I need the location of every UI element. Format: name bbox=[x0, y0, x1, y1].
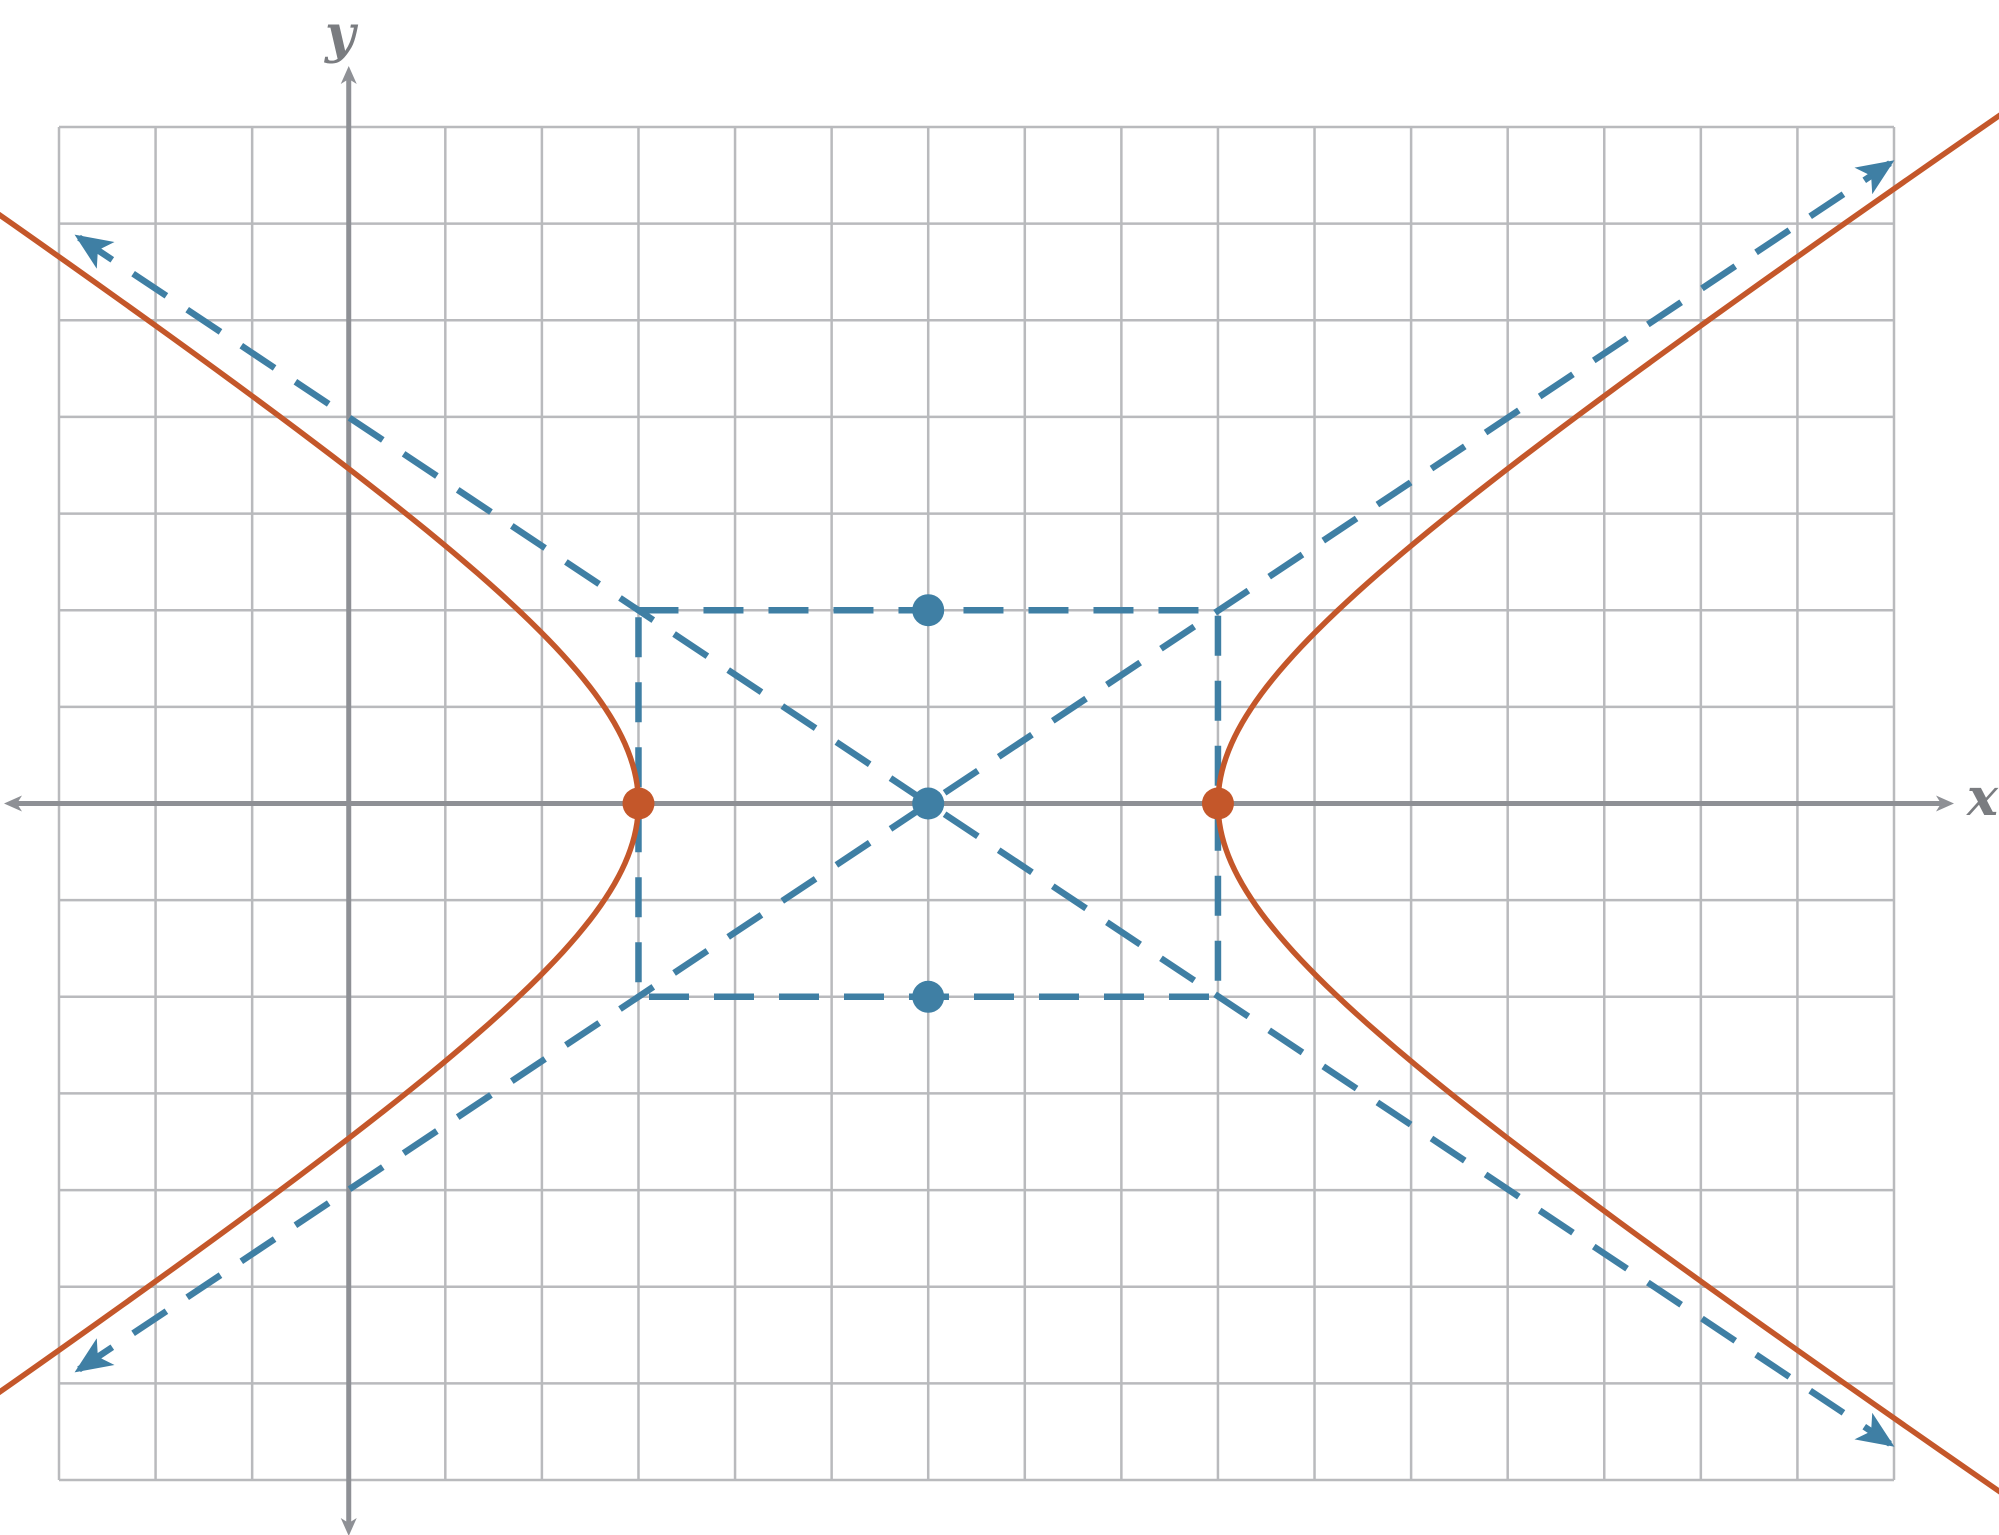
co-vertex-top-point bbox=[912, 594, 945, 627]
key-points bbox=[622, 594, 1234, 1013]
co-vertex-bottom-point bbox=[912, 980, 945, 1013]
vertex-right-point bbox=[1201, 787, 1234, 820]
center-point bbox=[912, 787, 945, 820]
vertex-left-point bbox=[622, 787, 655, 820]
y-axis-label: y bbox=[324, 4, 359, 65]
axes bbox=[4, 66, 1954, 1535]
x-axis-label: x bbox=[1966, 767, 1999, 828]
asymptote-2 bbox=[74, 234, 1895, 1447]
